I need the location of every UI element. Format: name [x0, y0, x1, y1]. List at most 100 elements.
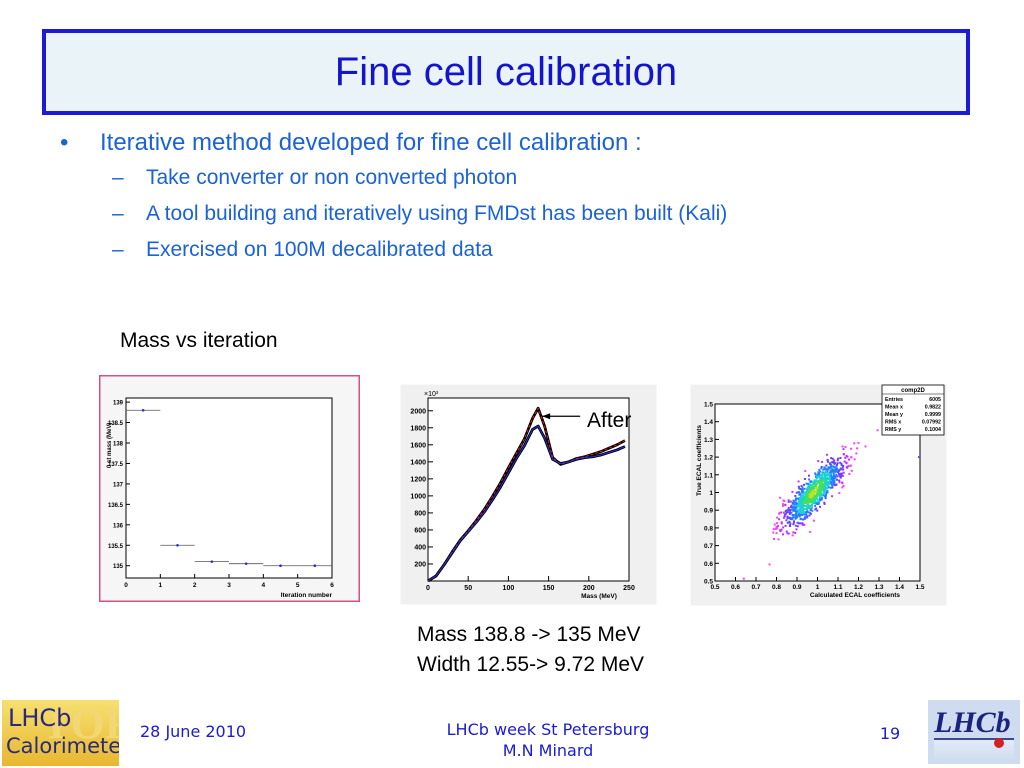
- heatmap-cell: [819, 494, 822, 497]
- y-tick-label: 0.8: [704, 525, 713, 532]
- heatmap-cell: [848, 458, 851, 461]
- heatmap-cell: [834, 466, 837, 469]
- heatmap-cell: [819, 505, 822, 508]
- heatmap-cell: [795, 506, 798, 509]
- heatmap-cell: [831, 495, 834, 498]
- heatmap-cell: [798, 522, 801, 525]
- heatmap-cell: [820, 498, 823, 501]
- heatmap-cell: [792, 505, 795, 508]
- sub-bullet-3: – Exercised on 100M decalibrated data: [112, 238, 493, 261]
- heatmap-cell: [838, 469, 841, 472]
- heatmap-cell: [813, 488, 816, 491]
- x-tick-label: 1: [159, 582, 163, 589]
- heatmap-cell: [796, 505, 799, 508]
- heatmap-cell: [848, 472, 851, 475]
- heatmap-cell: [814, 475, 817, 478]
- heatmap-cell: [795, 512, 798, 515]
- heatmap-cell: [842, 468, 845, 471]
- y-tick-label: 0.5: [704, 579, 713, 586]
- heatmap-cell: [823, 479, 826, 482]
- heatmap-cell: [810, 498, 813, 501]
- heatmap-cell: [833, 469, 836, 472]
- heatmap-cell: [801, 522, 804, 525]
- heatmap-cell: [828, 476, 831, 479]
- heatmap-cell: [826, 491, 829, 494]
- heatmap-cell: [824, 487, 827, 490]
- heatmap-cell: [814, 486, 817, 489]
- heatmap-cell: [803, 487, 806, 490]
- heatmap-cell: [777, 538, 780, 541]
- heatmap-cell: [801, 511, 804, 514]
- heatmap-cell: [778, 518, 781, 521]
- heatmap-cell: [840, 462, 843, 465]
- heatmap-cell: [811, 495, 814, 498]
- heatmap-cell: [807, 506, 810, 509]
- heatmap-cell: [824, 475, 827, 478]
- heatmap-cell: [799, 494, 802, 497]
- heatmap-cell: [807, 487, 810, 490]
- heatmap-cell: [825, 473, 828, 476]
- heatmap-cell: [791, 508, 794, 511]
- heatmap-cell: [809, 487, 812, 490]
- heatmap-cell: [808, 489, 811, 492]
- heatmap-cell: [822, 468, 825, 471]
- heatmap-cell: [794, 510, 797, 513]
- heatmap-cell: [802, 509, 805, 512]
- heatmap-cell: [836, 478, 839, 481]
- heatmap-cell: [772, 537, 775, 540]
- heatmap-cell: [809, 493, 812, 496]
- y-axis-label-sub: st: [107, 458, 113, 465]
- heatmap-cell: [850, 469, 853, 472]
- heatmap-cell: [799, 496, 802, 499]
- heatmap-cell: [839, 461, 842, 464]
- heatmap-cell: [806, 507, 809, 510]
- x-tick-label: 150: [543, 585, 555, 592]
- heatmap-cell: [801, 507, 804, 510]
- heatmap-cell: [841, 466, 844, 469]
- heatmap-cell: [833, 459, 836, 462]
- heatmap-cell: [810, 496, 813, 499]
- heatmap-cell: [819, 477, 822, 480]
- x-tick-label: 3: [227, 582, 231, 589]
- heatmap-cell: [855, 452, 858, 455]
- heatmap-cell: [798, 509, 801, 512]
- heatmap-cell: [801, 490, 804, 493]
- y-tick-label: 139: [113, 401, 124, 407]
- heatmap-cell: [831, 484, 834, 487]
- heatmap-cell: [814, 491, 817, 494]
- heatmap-cell: [817, 501, 820, 504]
- heatmap-cell: [780, 522, 783, 525]
- heatmap-cell: [790, 511, 793, 514]
- heatmap-cell: [808, 495, 811, 498]
- heatmap-cell: [804, 502, 807, 505]
- heatmap-cell: [799, 503, 802, 506]
- heatmap-cell: [818, 486, 821, 489]
- heatmap-cell: [786, 521, 789, 524]
- heatmap-cell: [799, 498, 802, 501]
- heatmap-cell: [801, 523, 804, 526]
- bullet-dot: •: [60, 129, 69, 156]
- heatmap-cell: [828, 481, 831, 484]
- heatmap-cell: [828, 475, 831, 478]
- x-tick-label: 6: [330, 582, 334, 589]
- heatmap-cell: [772, 528, 775, 531]
- heatmap-cell: [844, 456, 847, 459]
- heatmap-cell: [835, 467, 838, 470]
- x-tick-label: 1.2: [854, 584, 863, 591]
- y-tick-label: 2000: [410, 408, 426, 415]
- heatmap-cell: [779, 530, 782, 533]
- y-multiplier: ×10³: [424, 391, 439, 398]
- x-tick-label: 5: [296, 582, 300, 589]
- heatmap-cell: [820, 480, 823, 483]
- heatmap-cell: [800, 505, 803, 508]
- heatmap-cell: [774, 527, 777, 530]
- heatmap-cell: [811, 480, 814, 483]
- heatmap-cell: [827, 466, 830, 469]
- bullet-main: • Iterative method developed for fine ce…: [60, 126, 727, 160]
- heatmap-cell: [799, 509, 802, 512]
- heatmap-cell: [825, 464, 828, 467]
- logo-lhcb-dot: [994, 738, 1004, 748]
- heatmap-cell: [807, 492, 810, 495]
- heatmap-cell: [817, 460, 820, 463]
- heatmap-cell: [809, 480, 812, 483]
